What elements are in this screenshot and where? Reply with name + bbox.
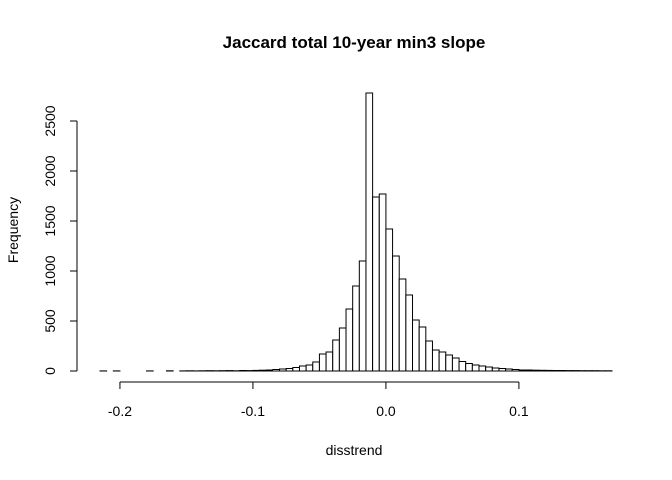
x-tick-label: -0.2 — [108, 403, 132, 419]
histogram-bar — [252, 369, 261, 372]
histogram-bar — [385, 228, 394, 372]
histogram-bar — [338, 327, 347, 372]
histogram-bar — [265, 369, 274, 372]
x-axis-label: disstrend — [326, 442, 383, 458]
histogram-bar — [378, 193, 387, 372]
histogram-bar — [485, 366, 493, 372]
histogram-bar — [518, 369, 527, 372]
histogram-bars — [99, 92, 613, 372]
histogram-bar — [451, 357, 460, 372]
histogram-bar — [511, 369, 520, 372]
histogram-bar — [372, 196, 380, 372]
x-tick-label: 0.1 — [509, 403, 529, 419]
y-axis-label: Frequency — [5, 197, 21, 263]
histogram-bar — [425, 340, 433, 372]
y-tick-label: 1500 — [42, 205, 58, 236]
chart-title: Jaccard total 10-year min3 slope — [223, 33, 486, 52]
histogram-bar — [465, 363, 473, 372]
y-tick-label: 2500 — [42, 105, 58, 136]
histogram-bar — [292, 367, 300, 372]
histogram-bar — [525, 369, 533, 372]
histogram-bar — [431, 349, 440, 372]
y-axis: 0 500 1000 1500 2000 2500 — [42, 105, 78, 375]
histogram-bar — [505, 368, 513, 372]
y-tick-label: 2000 — [42, 155, 58, 186]
histogram-bar — [325, 351, 334, 372]
histogram-bar — [545, 369, 553, 372]
histogram-bar — [305, 364, 314, 372]
x-tick-label: 0.0 — [376, 403, 396, 419]
histogram-bar — [365, 92, 374, 372]
histogram-bar — [239, 370, 247, 372]
histogram-bar — [471, 364, 480, 372]
histogram-bar — [259, 369, 267, 372]
histogram-bar — [358, 260, 367, 372]
histogram-bar — [345, 308, 354, 372]
histogram-bar — [418, 326, 427, 372]
histogram-bar — [551, 370, 560, 372]
x-tick-label: -0.1 — [241, 403, 265, 419]
histogram-bar — [438, 351, 447, 372]
histogram-bar — [538, 369, 547, 372]
histogram-bar — [445, 354, 453, 372]
y-tick-label: 500 — [42, 309, 58, 333]
histogram-bar — [312, 361, 320, 372]
histogram-bar — [352, 285, 360, 372]
histogram-bar — [279, 368, 287, 372]
histogram-bar — [405, 294, 414, 372]
histogram-bar — [392, 255, 400, 372]
histogram-bar — [491, 367, 500, 372]
histogram-bar — [412, 319, 420, 372]
y-tick-label: 0 — [42, 367, 58, 375]
x-axis: -0.2 -0.1 0.0 0.1 — [108, 381, 529, 419]
histogram-bar — [531, 369, 540, 372]
histogram-bar — [332, 339, 340, 372]
histogram-bar — [458, 361, 467, 372]
histogram-bar — [298, 365, 307, 372]
histogram-bar — [478, 365, 487, 372]
histogram-bar — [558, 370, 566, 372]
y-tick-label: 1000 — [42, 255, 58, 286]
histogram-bar — [498, 368, 507, 372]
histogram-bar — [272, 369, 281, 372]
histogram-bar — [318, 353, 327, 372]
histogram-bar — [398, 278, 407, 372]
histogram-bar — [285, 368, 294, 372]
